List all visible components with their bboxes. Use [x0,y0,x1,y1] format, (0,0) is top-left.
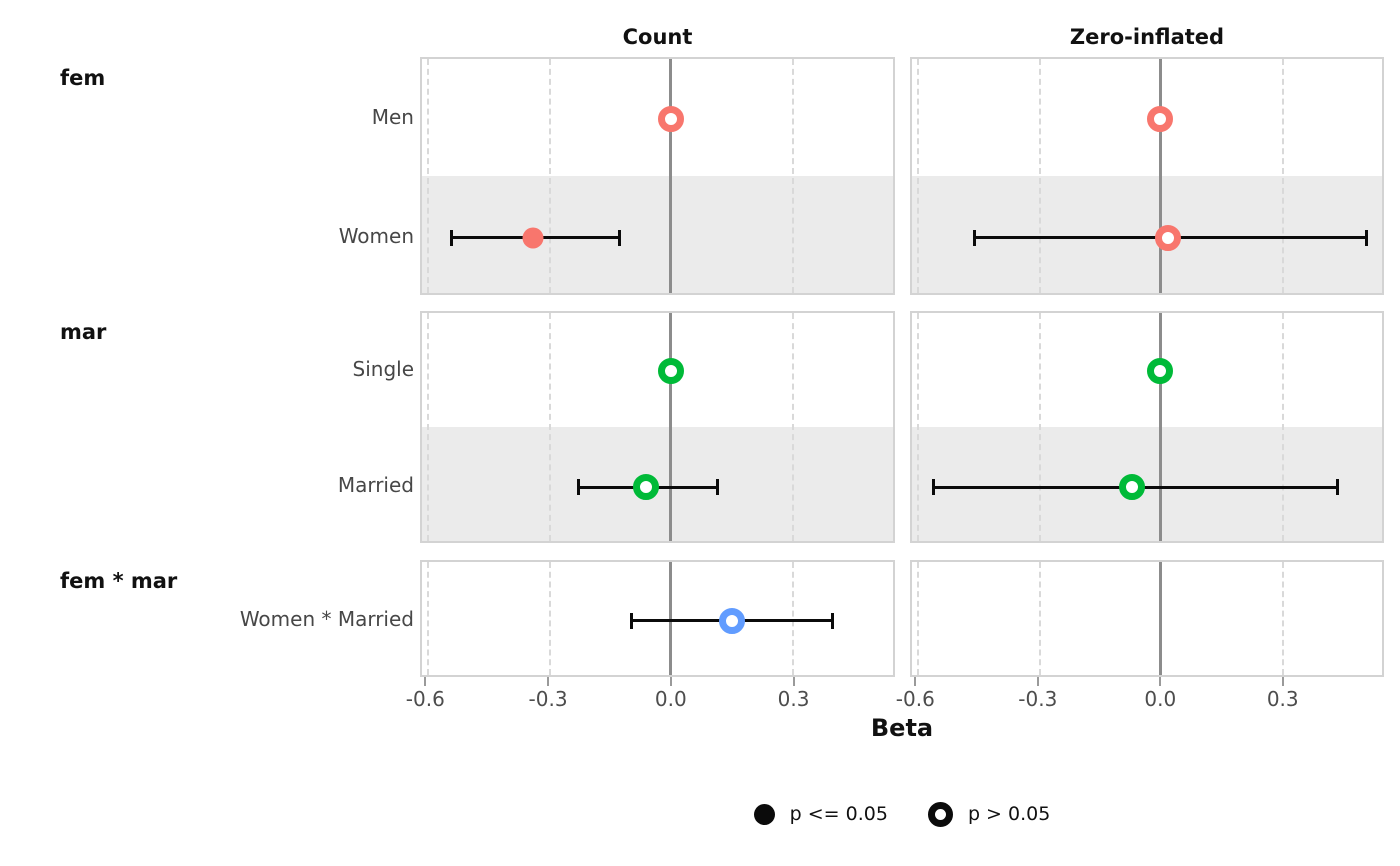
panel-cell-zero_inflated [910,57,1384,295]
axis-tick-mark [424,677,427,686]
grid-line-dashed [1281,562,1284,675]
group-label: fem * mar [60,569,178,593]
axis-tick-mark [1036,677,1039,686]
grid-line-dashed [548,313,551,541]
plot-legend: p <= 0.05 p > 0.05 [420,795,1384,833]
legend-marker-open-icon [927,801,953,827]
axis-tick-mark [669,677,672,686]
point-marker-open [1118,474,1145,500]
legend-label: p <= 0.05 [789,803,888,825]
grid-line-dashed [1281,313,1284,541]
column-title-count: Count [622,25,693,49]
error-bar-cap-high [716,479,720,495]
error-bar-cap-high [1364,229,1368,246]
point-marker-filled [522,227,544,248]
panel-cell-count [420,311,895,543]
alternate-row-stripe [912,427,1382,541]
x-axis-title: Beta [870,714,934,742]
panel-cell-zero_inflated [910,560,1384,677]
error-bar-cap-low [630,612,634,629]
legend-item: p > 0.05 [927,801,1051,827]
error-bar-cap-low [450,229,454,246]
row-label: Married [337,473,414,497]
axis-tick-label: 0.0 [1144,687,1177,711]
grid-line-dashed [1281,59,1284,293]
column-title-zero_inflated: Zero-inflated [1069,25,1225,49]
axis-tick-label: 0.3 [777,687,810,711]
grid-line-dashed [792,59,795,293]
legend-item: p <= 0.05 [753,803,888,825]
panel-cell-count [420,560,895,677]
point-marker-open [657,358,684,384]
error-bar-cap-high [618,229,622,246]
error-bar-cap-low [972,229,976,246]
axis-tick-label: -0.3 [1018,687,1058,711]
axis-tick-mark [792,677,795,686]
axis-tick-label: 0.3 [1266,687,1299,711]
zero-reference-line [1158,59,1162,293]
zero-reference-line [669,59,673,293]
error-bar-cap-low [577,479,581,495]
grid-line-dashed [917,59,920,293]
row-label: Men [371,104,414,129]
grid-line-dashed [427,313,430,541]
axis-tick-label: -0.6 [405,687,445,711]
row-label: Women * Married [239,606,414,631]
grid-line-dashed [427,562,430,675]
grid-line-dashed [917,562,920,675]
group-label: fem [60,66,106,90]
panel-cell-count [420,57,895,295]
zero-reference-line [1158,313,1162,541]
point-marker-open [1147,105,1174,132]
point-marker-open [657,105,684,132]
grid-line-dashed [1038,562,1041,675]
grid-line-dashed [917,313,920,541]
point-marker-open [633,474,660,500]
row-label: Women [338,223,414,248]
zero-reference-line [1158,562,1162,675]
error-bar-cap-high [830,612,834,629]
axis-tick-label: -0.6 [895,687,935,711]
grid-line-dashed [792,562,795,675]
legend-marker-filled-icon [753,803,775,825]
error-bar-cap-low [932,479,936,495]
group-label: mar [60,320,107,344]
row-label: Single [352,357,414,381]
alternate-row-stripe [422,176,893,293]
axis-tick-mark [1281,677,1284,686]
error-bar-cap-high [1336,479,1340,495]
axis-tick-label: -0.3 [528,687,568,711]
axis-tick-mark [547,677,550,686]
axis-tick-mark [1159,677,1162,686]
point-marker-open [1147,358,1174,384]
panel-cell-zero_inflated [910,311,1384,543]
alternate-row-stripe [912,176,1382,293]
zero-reference-line [669,562,673,675]
point-marker-open [718,607,745,634]
grid-line-dashed [1038,59,1041,293]
point-marker-open [1155,224,1182,251]
axis-tick-mark [914,677,917,686]
zero-reference-line [669,313,673,541]
legend-label: p > 0.05 [967,803,1051,825]
grid-line-dashed [548,59,551,293]
grid-line-dashed [427,59,430,293]
axis-tick-label: 0.0 [654,687,687,711]
grid-line-dashed [548,562,551,675]
grid-line-dashed [792,313,795,541]
grid-line-dashed [1038,313,1041,541]
